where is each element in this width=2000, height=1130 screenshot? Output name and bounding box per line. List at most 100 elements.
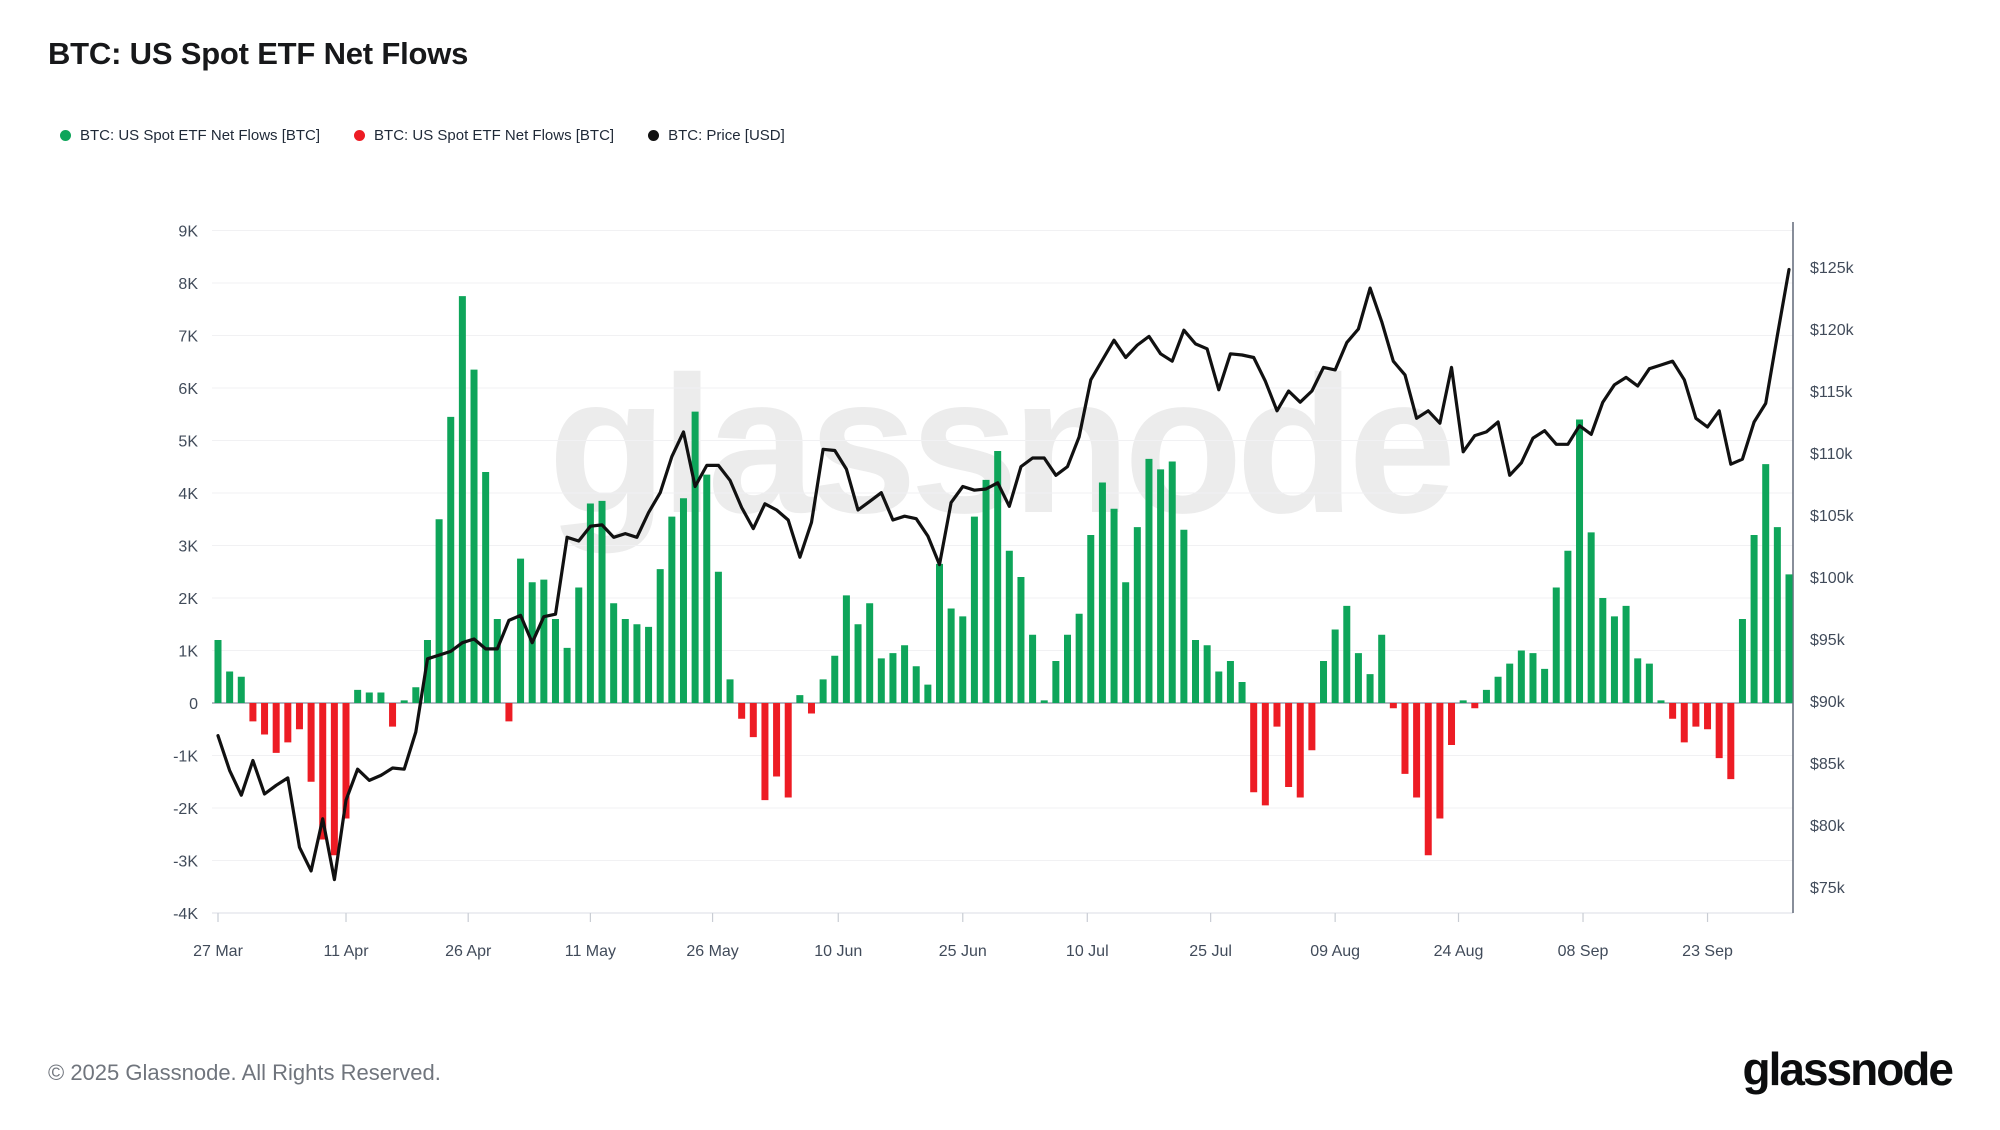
flow-bar[interactable] (796, 695, 804, 703)
flow-bar[interactable] (691, 411, 699, 703)
glassnode-logo[interactable]: glassnode (1742, 1043, 1954, 1095)
flow-bar[interactable] (1738, 619, 1746, 703)
flow-bar[interactable] (1506, 663, 1514, 703)
flow-bar[interactable] (1424, 703, 1432, 856)
flow-bar[interactable] (668, 516, 676, 703)
flow-bar[interactable] (505, 703, 513, 722)
flow-bar[interactable] (1471, 703, 1479, 709)
flow-bar[interactable] (1110, 508, 1118, 703)
flow-bar[interactable] (1482, 689, 1490, 703)
flow-bar[interactable] (1762, 464, 1770, 703)
flow-bar[interactable] (1029, 634, 1037, 703)
flow-bar[interactable] (1599, 598, 1607, 703)
flow-bar[interactable] (1064, 634, 1072, 703)
flow-bar[interactable] (237, 676, 245, 703)
flow-bar[interactable] (703, 474, 711, 703)
flow-bar[interactable] (365, 692, 373, 704)
flow-bar[interactable] (1192, 640, 1200, 703)
flow-bar[interactable] (1634, 658, 1642, 703)
flow-bar[interactable] (784, 703, 792, 798)
flow-bar[interactable] (1133, 527, 1141, 703)
flow-bar[interactable] (1529, 653, 1537, 703)
flow-bar[interactable] (970, 516, 978, 703)
flow-bar[interactable] (831, 655, 839, 703)
flow-bar[interactable] (1157, 469, 1165, 703)
flow-bar[interactable] (1517, 650, 1525, 704)
flow-bar[interactable] (214, 640, 222, 703)
flow-bar[interactable] (261, 703, 269, 735)
flow-bar[interactable] (633, 624, 641, 703)
flow-bar[interactable] (226, 671, 234, 704)
flow-bar[interactable] (912, 666, 920, 703)
flow-bar[interactable] (377, 692, 385, 704)
flow-bar[interactable] (901, 645, 909, 703)
flow-bar[interactable] (493, 619, 501, 703)
flow-bar[interactable] (1005, 550, 1013, 703)
flow-bar[interactable] (575, 587, 583, 704)
flow-bar[interactable] (563, 647, 571, 703)
flow-bar[interactable] (1436, 703, 1444, 819)
flow-bar[interactable] (1680, 703, 1688, 743)
flow-bar[interactable] (342, 703, 350, 819)
flow-bar[interactable] (1320, 661, 1328, 703)
flow-bar[interactable] (1657, 700, 1665, 703)
legend-item-netflows-positive[interactable]: BTC: US Spot ETF Net Flows [BTC] (60, 127, 320, 144)
flow-bar[interactable] (284, 703, 292, 743)
flow-bar[interactable] (400, 700, 408, 703)
flow-bar[interactable] (435, 519, 443, 703)
flow-bar[interactable] (935, 563, 943, 703)
flow-bar[interactable] (1587, 532, 1595, 703)
flow-bar[interactable] (726, 679, 734, 703)
flow-bar[interactable] (330, 703, 338, 856)
flow-bar[interactable] (295, 703, 303, 730)
flow-bar[interactable] (1343, 605, 1351, 703)
flow-bar[interactable] (1645, 663, 1653, 703)
flow-bar[interactable] (1552, 587, 1560, 704)
flow-bar[interactable] (842, 595, 850, 703)
flow-bar[interactable] (354, 689, 362, 703)
flow-bar[interactable] (994, 451, 1002, 703)
flow-bar[interactable] (738, 703, 746, 719)
flow-bar[interactable] (1448, 703, 1456, 745)
flow-bar[interactable] (1692, 703, 1700, 727)
flow-bar[interactable] (1773, 527, 1781, 703)
flow-bar[interactable] (866, 603, 874, 703)
flow-bar[interactable] (1285, 703, 1293, 787)
flow-bar[interactable] (959, 616, 967, 703)
flow-bar[interactable] (307, 703, 315, 782)
flow-bar[interactable] (586, 503, 594, 704)
flow-bar[interactable] (412, 687, 420, 703)
legend-item-netflows-negative[interactable]: BTC: US Spot ETF Net Flows [BTC] (354, 127, 614, 144)
flow-bar[interactable] (1401, 703, 1409, 774)
flow-bar[interactable] (447, 416, 455, 703)
flow-bar[interactable] (877, 658, 885, 703)
flow-bar[interactable] (1576, 419, 1584, 704)
flow-bar[interactable] (272, 703, 280, 753)
flow-bar[interactable] (1017, 577, 1025, 703)
flow-bar[interactable] (1727, 703, 1735, 780)
flow-bar[interactable] (1331, 629, 1339, 704)
flow-bar[interactable] (1215, 671, 1223, 704)
flow-bar[interactable] (749, 703, 757, 738)
flow-bar[interactable] (645, 626, 653, 703)
flow-bar[interactable] (714, 571, 722, 703)
flow-bar[interactable] (1610, 616, 1618, 703)
flow-bar[interactable] (621, 619, 629, 703)
flow-bar[interactable] (1715, 703, 1723, 759)
flow-bar[interactable] (1168, 461, 1176, 704)
flow-bar[interactable] (656, 569, 664, 703)
flow-bar[interactable] (1226, 661, 1234, 703)
flow-bar[interactable] (1052, 661, 1060, 703)
flow-bar[interactable] (470, 369, 478, 703)
flow-bar[interactable] (1541, 668, 1549, 703)
flow-bar[interactable] (1145, 458, 1153, 703)
flow-bar[interactable] (1413, 703, 1421, 798)
flow-bar[interactable] (1622, 605, 1630, 703)
flow-bar[interactable] (540, 579, 548, 703)
flow-bar[interactable] (1669, 703, 1677, 719)
flow-bar[interactable] (1296, 703, 1304, 798)
flow-bar[interactable] (773, 703, 781, 777)
flow-bar[interactable] (889, 653, 897, 703)
